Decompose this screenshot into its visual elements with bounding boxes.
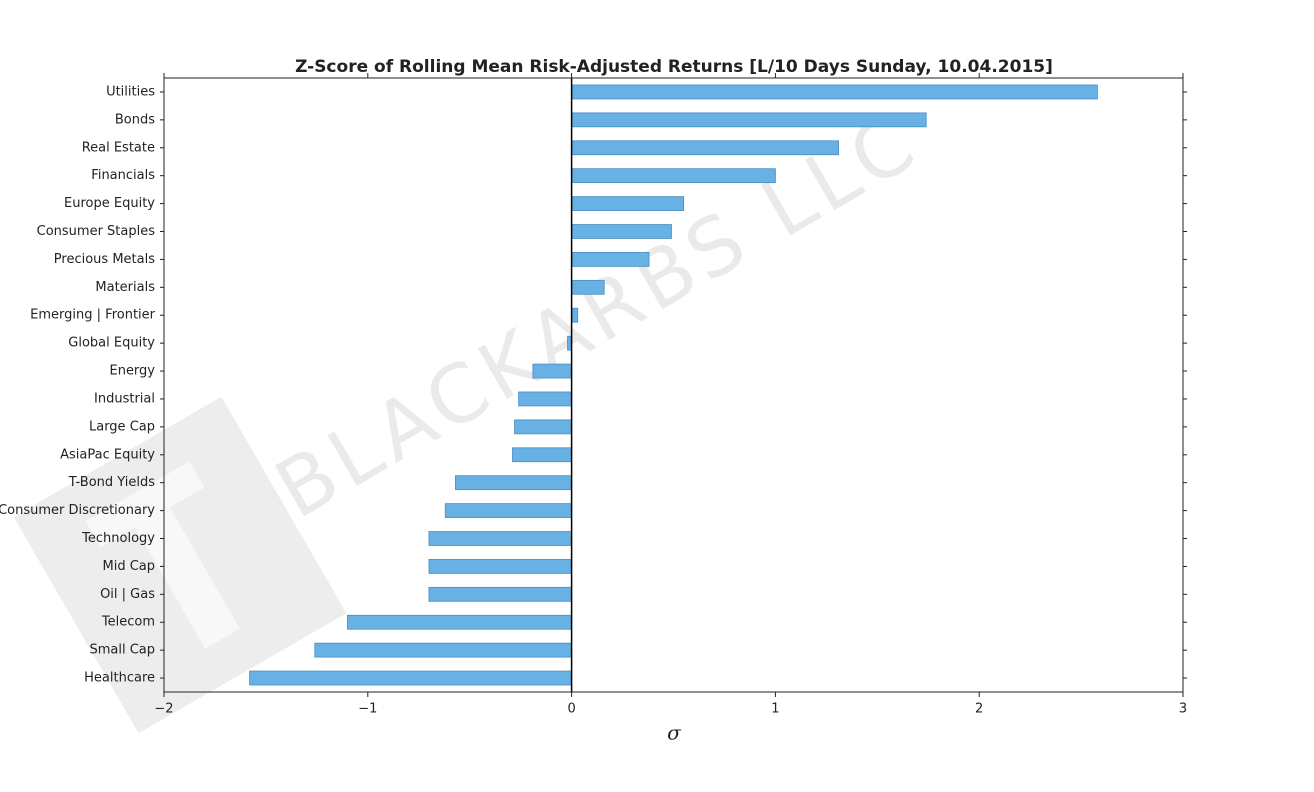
- bar: [249, 670, 572, 686]
- y-tick-label: Bonds: [115, 112, 155, 127]
- x-tick-label: 2: [975, 702, 983, 717]
- bar: [571, 307, 579, 323]
- y-tick-label: Europe Equity: [64, 196, 155, 211]
- y-tick-label: Precious Metals: [54, 252, 155, 267]
- x-tick-label: −1: [358, 702, 377, 717]
- y-tick-label: Real Estate: [82, 140, 155, 155]
- bar: [571, 84, 1098, 100]
- y-tick-label: Telecom: [101, 615, 155, 630]
- bar: [571, 279, 605, 295]
- bar: [571, 168, 776, 184]
- bar: [512, 447, 572, 463]
- bar: [571, 252, 650, 267]
- bar: [571, 140, 839, 156]
- chart-title: Z-Score of Rolling Mean Risk-Adjusted Re…: [295, 57, 1053, 77]
- bar: [314, 642, 573, 658]
- y-tick-label: Utilities: [106, 84, 155, 99]
- bar: [444, 503, 572, 518]
- bar: [518, 391, 572, 407]
- plot-frame: [163, 77, 1184, 693]
- watermark: BLACKARBS LLC: [260, 94, 934, 537]
- x-axis-label: σ: [667, 721, 682, 745]
- bar: [571, 224, 672, 239]
- bar: [532, 363, 572, 379]
- y-tick-label: AsiaPac Equity: [60, 447, 155, 462]
- y-tick-label: Financials: [91, 168, 155, 183]
- y-tick-label: Materials: [95, 280, 155, 295]
- y-tick-label: Industrial: [94, 391, 155, 406]
- y-tick-label: Mid Cap: [102, 559, 155, 574]
- watermark-logo: [13, 396, 347, 734]
- bar: [428, 586, 573, 602]
- y-tick-label: T-Bond Yields: [68, 475, 155, 490]
- y-tick-label: Emerging | Frontier: [30, 308, 155, 323]
- y-tick-label: Large Cap: [89, 419, 155, 434]
- y-tick-label: Consumer Discretionary: [0, 503, 155, 518]
- y-tick-label: Oil | Gas: [100, 587, 155, 602]
- y-tick-label: Technology: [81, 531, 155, 546]
- bar: [455, 475, 572, 491]
- bar: [571, 112, 927, 128]
- x-tick-label: 1: [771, 702, 779, 717]
- bar: [514, 419, 573, 435]
- x-tick-label: 0: [567, 702, 575, 717]
- y-tick-label: Global Equity: [68, 336, 155, 351]
- y-tick-label: Small Cap: [89, 643, 155, 658]
- bar: [571, 196, 685, 211]
- bar: [347, 614, 573, 630]
- x-tick-label: −2: [154, 702, 173, 717]
- x-tick-label: 3: [1179, 702, 1187, 717]
- y-tick-label: Consumer Staples: [37, 224, 156, 239]
- y-tick-label: Energy: [109, 364, 155, 379]
- y-tick-label: Healthcare: [84, 671, 155, 686]
- bar: [428, 559, 573, 574]
- bar: [428, 531, 573, 546]
